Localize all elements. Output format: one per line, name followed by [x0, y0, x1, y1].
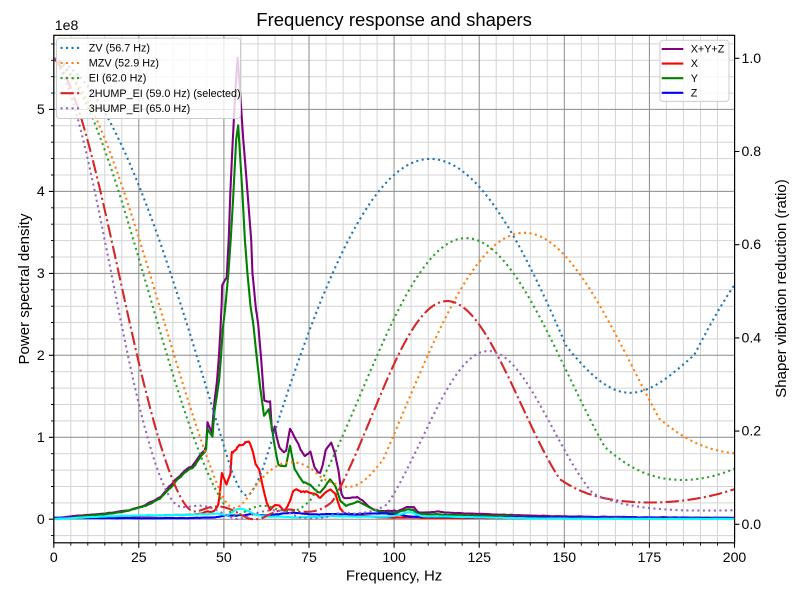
- svg-text:2: 2: [37, 347, 45, 363]
- svg-text:1: 1: [37, 429, 45, 445]
- svg-text:150: 150: [553, 549, 577, 565]
- svg-text:0.6: 0.6: [742, 236, 762, 252]
- svg-text:4: 4: [37, 183, 45, 199]
- svg-text:100: 100: [382, 549, 406, 565]
- svg-text:125: 125: [467, 549, 491, 565]
- svg-text:EI (62.0 Hz): EI (62.0 Hz): [89, 73, 147, 85]
- svg-text:175: 175: [638, 549, 662, 565]
- svg-text:2HUMP_EI (59.0 Hz) (selected): 2HUMP_EI (59.0 Hz) (selected): [89, 88, 241, 100]
- svg-text:Power spectral density: Power spectral density: [16, 213, 33, 364]
- svg-text:200: 200: [723, 549, 747, 565]
- svg-text:50: 50: [216, 549, 232, 565]
- svg-text:75: 75: [301, 549, 317, 565]
- svg-text:3HUMP_EI (65.0 Hz): 3HUMP_EI (65.0 Hz): [89, 103, 190, 115]
- svg-text:ZV (56.7 Hz): ZV (56.7 Hz): [89, 43, 150, 55]
- svg-text:Z: Z: [691, 87, 698, 99]
- svg-text:3: 3: [37, 265, 45, 281]
- svg-text:Shaper vibration reduction (ra: Shaper vibration reduction (ratio): [773, 179, 790, 397]
- svg-text:MZV (52.9 Hz): MZV (52.9 Hz): [89, 58, 159, 70]
- svg-text:1e8: 1e8: [55, 17, 79, 33]
- svg-text:X+Y+Z: X+Y+Z: [691, 44, 725, 56]
- svg-text:0.4: 0.4: [742, 329, 762, 345]
- svg-text:0: 0: [50, 549, 58, 565]
- svg-text:25: 25: [131, 549, 147, 565]
- svg-text:0: 0: [37, 511, 45, 527]
- svg-text:5: 5: [37, 101, 45, 117]
- svg-text:X: X: [691, 58, 698, 70]
- svg-text:0.8: 0.8: [742, 143, 762, 159]
- svg-text:Frequency response and shapers: Frequency response and shapers: [256, 9, 532, 30]
- svg-text:0.0: 0.0: [742, 516, 762, 532]
- svg-text:0.2: 0.2: [742, 423, 762, 439]
- svg-text:1.0: 1.0: [742, 50, 762, 66]
- svg-text:Y: Y: [691, 73, 698, 85]
- svg-text:Frequency, Hz: Frequency, Hz: [346, 568, 442, 585]
